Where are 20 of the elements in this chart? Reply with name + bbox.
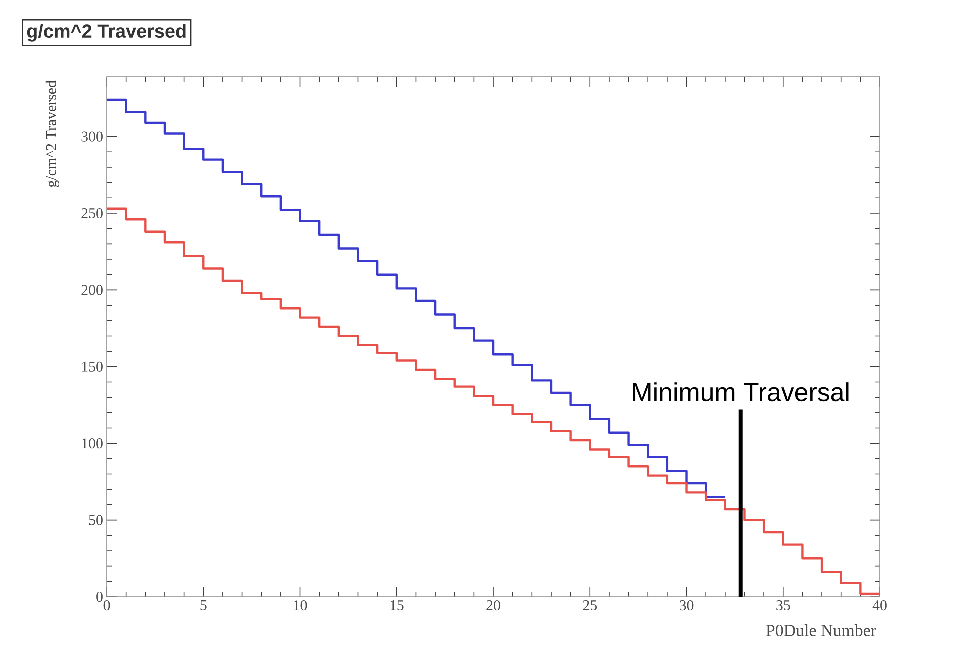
y-tick-label: 150: [82, 362, 103, 372]
ref-line-label: Minimum Traversal: [633, 382, 849, 402]
x-tick-label: 10: [294, 600, 308, 611]
x-tick-label: 5: [200, 600, 207, 610]
x-tick-label: 35: [776, 600, 790, 611]
y-tick-label: 200: [82, 285, 103, 296]
y-tick-label: 250: [82, 208, 103, 219]
x-tick-label: 30: [680, 600, 694, 611]
x-tick-label: 0: [104, 600, 110, 611]
x-tick-label: 20: [486, 600, 500, 611]
x-tick-label: 15: [390, 600, 404, 611]
y-tick-label: 0: [96, 592, 103, 602]
y-axis-title: g/cm^2 Traversed: [46, 80, 60, 188]
y-tick-label: 100: [82, 438, 103, 449]
x-tick-label: 25: [583, 600, 598, 611]
y-tick-label: 300: [82, 132, 103, 142]
chart-title: g/cm^2 Traversed: [27, 24, 186, 42]
x-tick-label: 40: [872, 600, 887, 611]
x-axis-title: P0Dule Number: [766, 624, 876, 636]
y-tick-label: 50: [89, 515, 103, 526]
